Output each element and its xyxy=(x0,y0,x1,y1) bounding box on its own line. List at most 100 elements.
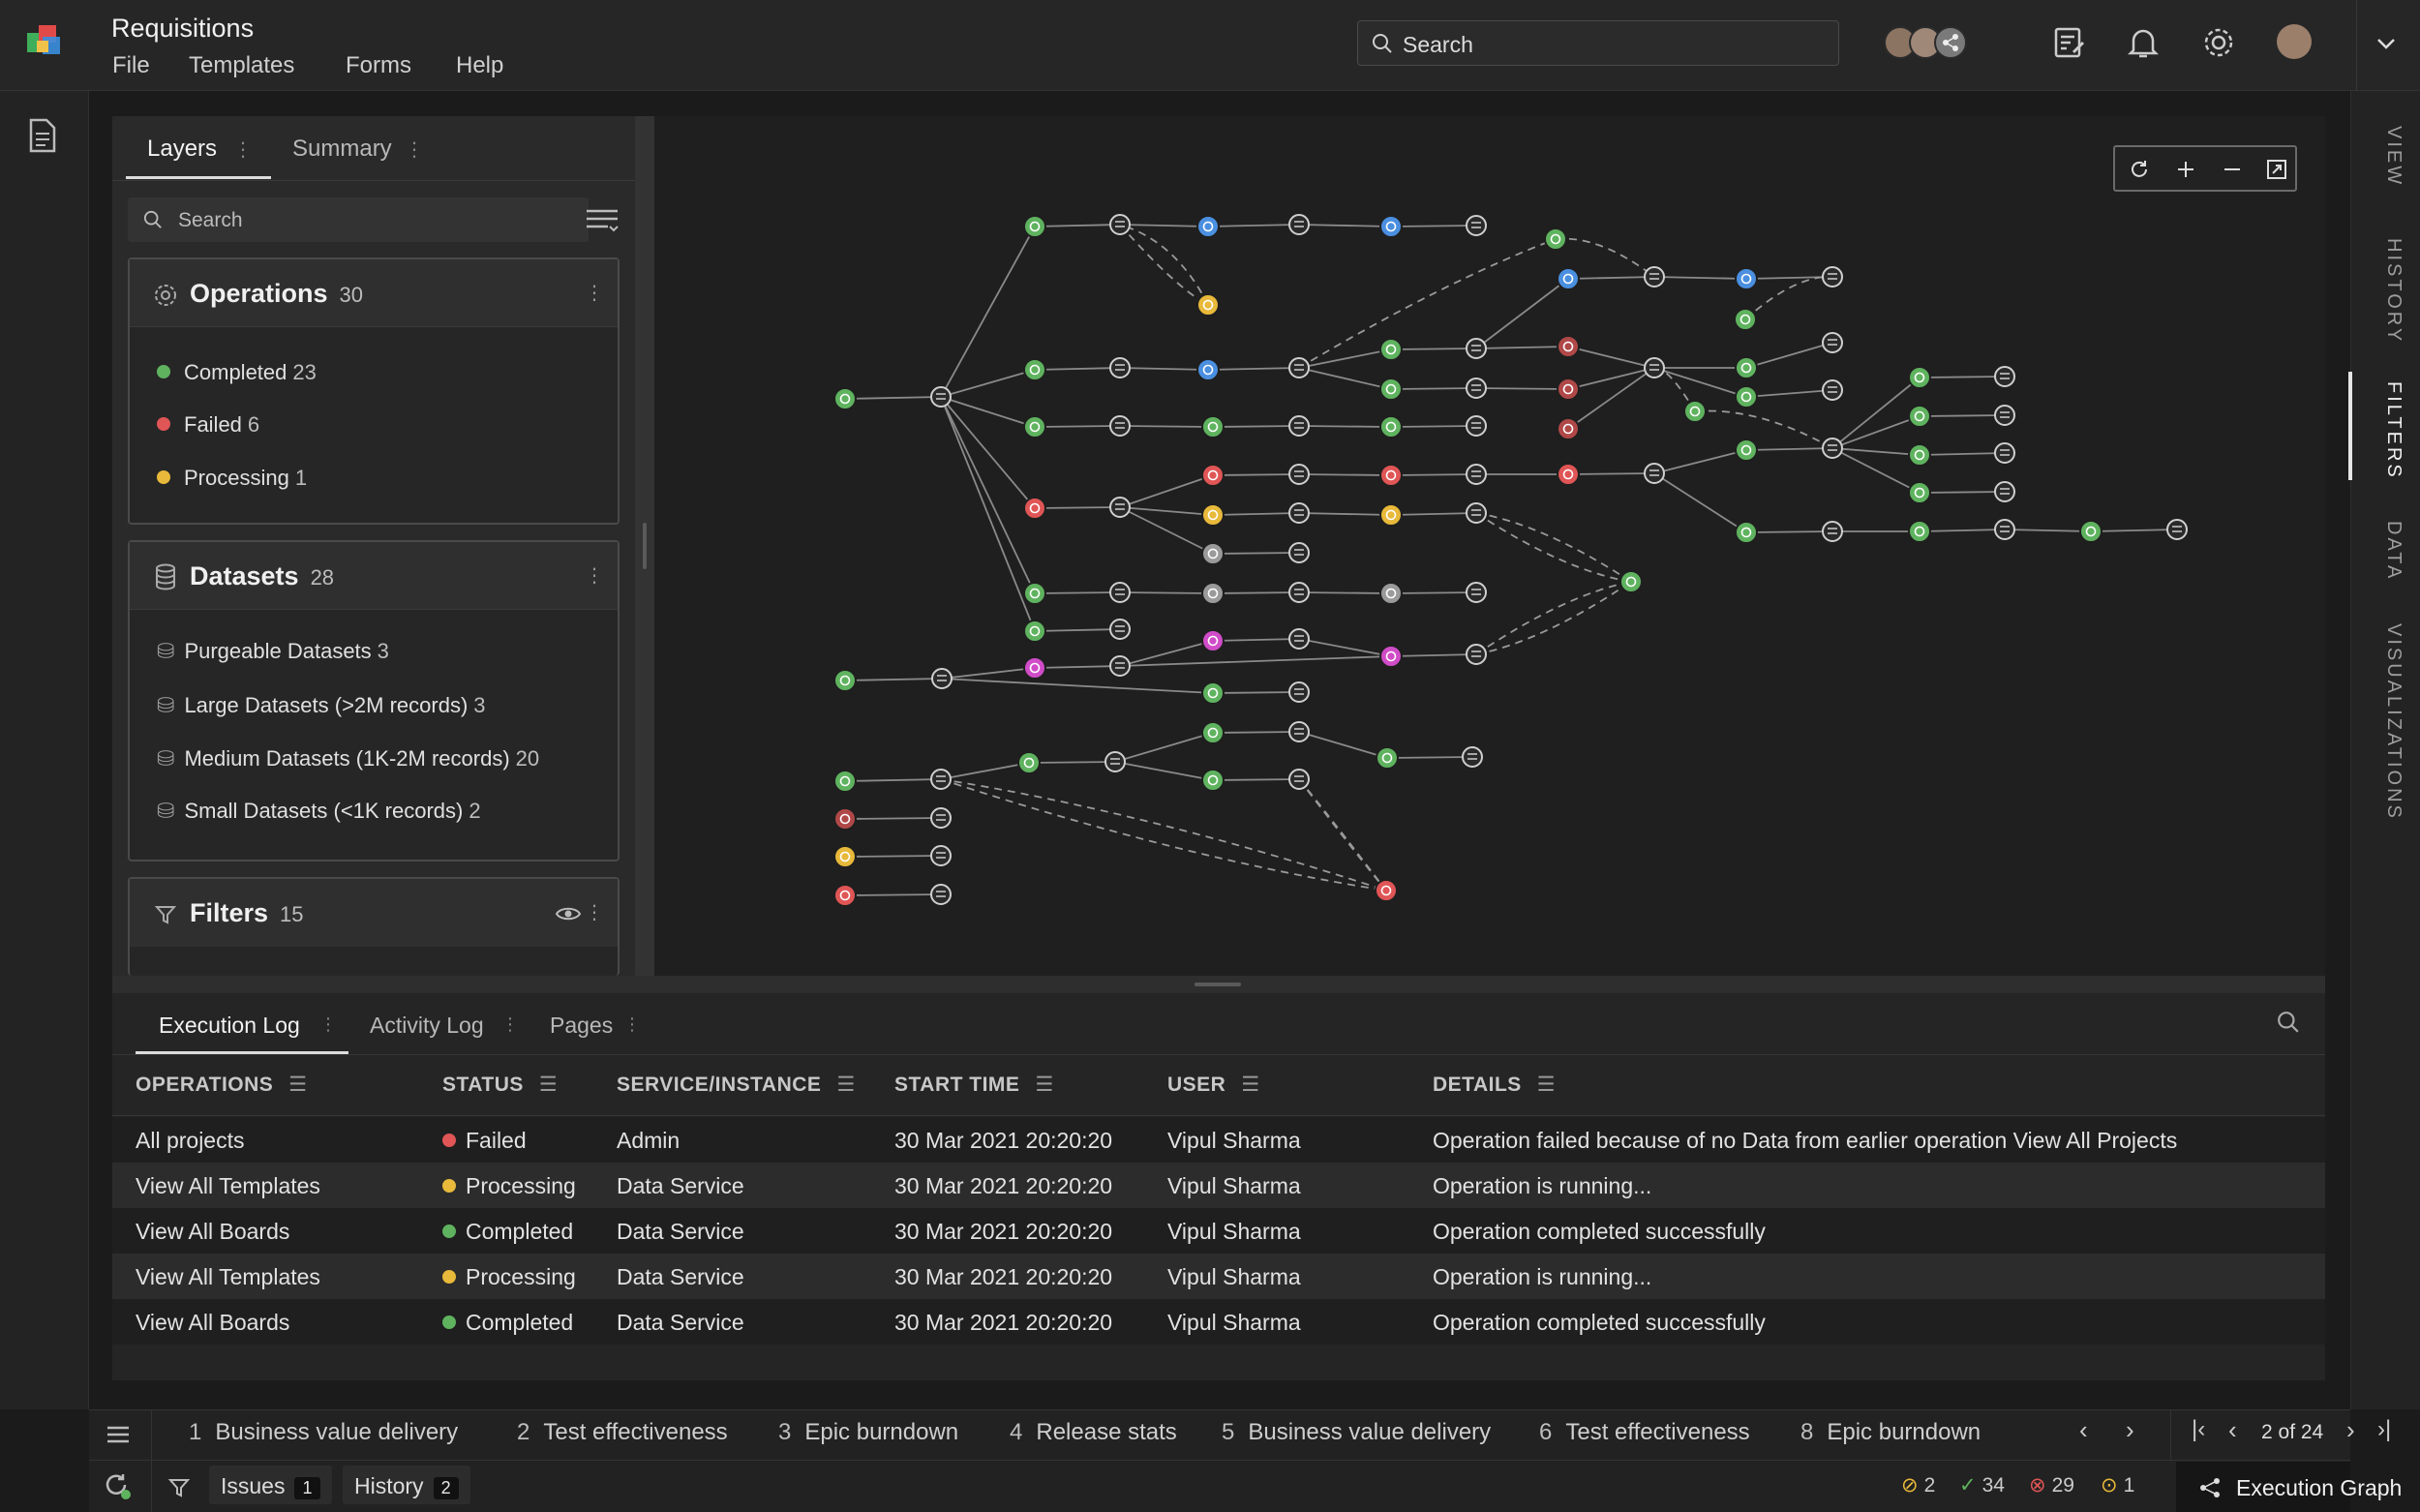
kebab-icon[interactable]: ⋮ xyxy=(501,1014,519,1034)
operation-node[interactable] xyxy=(1908,481,1931,504)
fullscreen-icon[interactable] xyxy=(2266,159,2287,180)
operation-node[interactable] xyxy=(1557,463,1580,486)
operation-node-icon[interactable] xyxy=(2085,526,2097,537)
operation-node-icon[interactable] xyxy=(1562,273,1574,285)
menu-forms[interactable]: Forms xyxy=(346,52,411,78)
operation-node-icon[interactable] xyxy=(1914,487,1925,499)
tab-layers[interactable]: Layers xyxy=(147,136,218,162)
operation-node-icon[interactable] xyxy=(1029,364,1041,376)
operation-node-icon[interactable] xyxy=(1385,509,1397,521)
dataset-node[interactable] xyxy=(930,386,952,408)
dataset-node[interactable] xyxy=(1466,378,1487,399)
graph-canvas[interactable] xyxy=(654,116,2325,976)
dataset-node[interactable] xyxy=(1109,582,1131,603)
datasets-item-purgeable[interactable]: ⛁ Purgeable Datasets 3 xyxy=(157,639,389,663)
operation-node[interactable] xyxy=(1379,378,1403,401)
operation-node[interactable] xyxy=(1023,620,1046,643)
col-start-time[interactable]: START TIME ☰ xyxy=(894,1074,1054,1096)
operation-node-icon[interactable] xyxy=(1207,421,1219,433)
tab-summary[interactable]: Summary xyxy=(292,136,392,162)
dataset-node[interactable] xyxy=(1109,655,1131,677)
dataset-node[interactable] xyxy=(1994,481,2015,502)
dataset-node[interactable] xyxy=(1109,415,1131,437)
operation-node[interactable] xyxy=(1201,542,1225,565)
tab-visualizations[interactable]: VISUALIZATIONS xyxy=(2383,623,2405,821)
layers-search-input[interactable]: Search xyxy=(128,197,589,242)
operation-node[interactable] xyxy=(1908,520,1931,543)
history-button[interactable]: History 2 xyxy=(343,1466,470,1504)
page-tab-6[interactable]: 6 Test effectiveness xyxy=(1539,1419,1750,1445)
dataset-node[interactable] xyxy=(930,807,952,829)
operation-node[interactable] xyxy=(1023,358,1046,381)
operation-node-icon[interactable] xyxy=(1207,727,1219,739)
operation-node-icon[interactable] xyxy=(1550,233,1561,245)
next-page-icon[interactable]: › xyxy=(2346,1415,2355,1444)
dataset-node[interactable] xyxy=(1466,415,1487,437)
dataset-node[interactable] xyxy=(1288,721,1310,742)
dataset-node[interactable] xyxy=(1288,769,1310,790)
dataset-node[interactable] xyxy=(1288,628,1310,650)
operation-node-icon[interactable] xyxy=(1029,625,1041,637)
dataset-node[interactable] xyxy=(1466,338,1487,359)
dataset-node[interactable] xyxy=(930,769,952,790)
dataset-node[interactable] xyxy=(930,845,952,866)
dataset-node[interactable] xyxy=(1466,582,1487,603)
operation-node[interactable] xyxy=(1908,405,1931,428)
dataset-node[interactable] xyxy=(1109,214,1131,235)
operation-node[interactable] xyxy=(1201,582,1225,605)
operation-node-icon[interactable] xyxy=(1207,509,1219,521)
hamburger-icon[interactable] xyxy=(105,1423,132,1446)
operation-node[interactable] xyxy=(1379,645,1403,668)
dataset-node[interactable] xyxy=(1288,681,1310,703)
operation-node[interactable] xyxy=(1201,681,1225,705)
dataset-node[interactable] xyxy=(1288,542,1310,563)
operation-node-icon[interactable] xyxy=(1740,527,1752,538)
scroll-left-icon[interactable]: ‹ xyxy=(2079,1415,2088,1444)
dataset-node[interactable] xyxy=(1109,619,1131,640)
horizontal-splitter[interactable] xyxy=(112,976,2325,993)
filter-list-icon[interactable] xyxy=(585,207,620,234)
document-icon[interactable] xyxy=(27,118,58,153)
operation-node[interactable] xyxy=(1379,215,1403,238)
operation-node-icon[interactable] xyxy=(1029,421,1041,433)
kebab-icon[interactable]: ⋮ xyxy=(585,565,604,587)
share-icon[interactable] xyxy=(1934,26,1967,59)
app-logo-icon[interactable] xyxy=(25,23,64,62)
eye-icon[interactable] xyxy=(556,904,581,923)
zoom-out-icon[interactable] xyxy=(2222,159,2243,180)
operation-node-icon[interactable] xyxy=(839,851,851,862)
dataset-node[interactable] xyxy=(1822,332,1843,353)
page-tab-5[interactable]: 5 Business value delivery xyxy=(1222,1419,1492,1445)
vertical-splitter[interactable] xyxy=(635,116,654,976)
tab-pages[interactable]: Pages xyxy=(550,1013,614,1038)
operation-node[interactable] xyxy=(1017,751,1041,774)
operation-node-icon[interactable] xyxy=(1689,406,1701,417)
operation-node-icon[interactable] xyxy=(1740,362,1752,374)
operation-node-icon[interactable] xyxy=(1385,344,1397,355)
dataset-node[interactable] xyxy=(1644,266,1665,287)
datasets-item-medium[interactable]: ⛁ Medium Datasets (1K-2M records) 20 xyxy=(157,746,540,771)
operation-node[interactable] xyxy=(2079,520,2102,543)
operation-node-icon[interactable] xyxy=(1740,391,1752,403)
operation-node[interactable] xyxy=(1201,629,1225,652)
page-tab-2[interactable]: 2 Test effectiveness xyxy=(517,1419,728,1445)
operation-node[interactable] xyxy=(833,884,857,907)
tab-history[interactable]: HISTORY xyxy=(2383,238,2405,345)
col-user[interactable]: USER ☰ xyxy=(1167,1074,1260,1096)
operation-node-icon[interactable] xyxy=(1029,588,1041,599)
gear-icon[interactable] xyxy=(2199,23,2238,62)
operation-node-icon[interactable] xyxy=(839,393,851,405)
table-row[interactable]: View All Templates Processing Data Servi… xyxy=(112,1254,2325,1299)
operation-node-icon[interactable] xyxy=(1914,372,1925,383)
operation-node[interactable] xyxy=(1379,464,1403,487)
operation-node[interactable] xyxy=(1201,464,1225,487)
operation-node-icon[interactable] xyxy=(1385,588,1397,599)
dataset-node[interactable] xyxy=(1466,215,1487,236)
operation-node[interactable] xyxy=(1735,438,1758,462)
operation-node-icon[interactable] xyxy=(839,775,851,787)
operation-node[interactable] xyxy=(1557,335,1580,358)
operations-item-processing[interactable]: Processing 1 xyxy=(157,466,307,491)
operation-node[interactable] xyxy=(1557,267,1580,290)
operation-node[interactable] xyxy=(1544,227,1567,251)
operation-node[interactable] xyxy=(1908,443,1931,467)
